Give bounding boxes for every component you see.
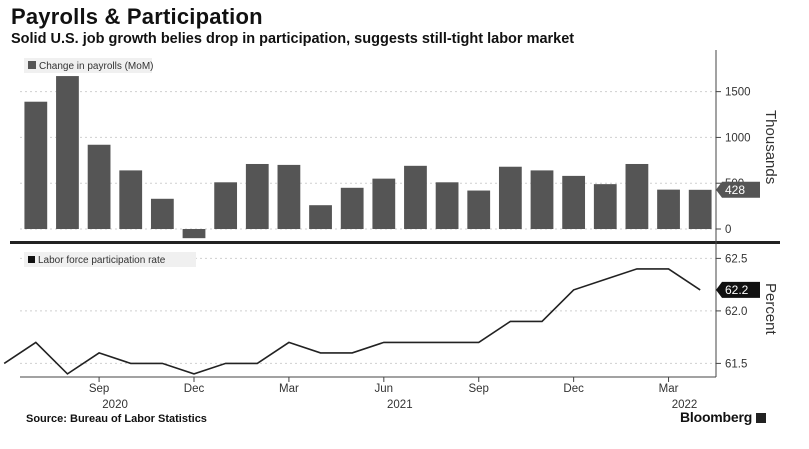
payroll-bar <box>372 178 396 230</box>
x-tick-year: 2020 <box>102 399 128 411</box>
payroll-bar <box>435 182 459 230</box>
bar-last-value-label: 428 <box>725 183 745 197</box>
payroll-bar <box>56 76 79 230</box>
payroll-bar <box>657 189 680 230</box>
line-last-value-label: 62.2 <box>725 283 749 297</box>
bar-legend-label: Change in payrolls (MoM) <box>39 61 154 72</box>
bar-legend-box <box>24 58 152 73</box>
payroll-bar <box>24 101 48 230</box>
payroll-bar <box>688 189 712 230</box>
x-tick-month: Sep <box>468 383 488 395</box>
payroll-bar <box>625 163 649 230</box>
brand-name: Bloomberg <box>680 409 753 425</box>
payroll-bar <box>214 182 238 230</box>
bar-unit-label: Thousands <box>762 110 779 184</box>
payroll-bar <box>119 170 143 230</box>
line-ytick-label: 62.0 <box>725 306 747 318</box>
payroll-bar <box>498 166 522 230</box>
x-tick-month: Sep <box>89 383 109 395</box>
bloomberg-terminal-icon <box>756 413 767 423</box>
bar-last-value-tag <box>716 181 760 198</box>
payroll-bar <box>309 205 332 230</box>
x-tick-month: Jun <box>375 383 394 395</box>
line-ytick-label: 61.5 <box>725 358 747 370</box>
bar-ytick-label: 0 <box>725 224 731 236</box>
brand-logo: Bloomberg <box>680 409 767 425</box>
chart-subtitle: Solid U.S. job growth belies drop in par… <box>11 31 575 47</box>
bar-ytick-label: 1000 <box>725 132 751 144</box>
line-unit-label: Percent <box>762 283 779 336</box>
source-note: Source: Bureau of Labor Statistics <box>26 413 207 425</box>
payroll-bar <box>277 164 301 230</box>
bar-ytick-label: 1500 <box>725 87 751 99</box>
x-tick-year: 2021 <box>387 399 413 411</box>
chart-title: Payrolls & Participation <box>11 4 263 29</box>
x-tick-month: Dec <box>563 383 584 395</box>
payroll-bar <box>530 170 554 230</box>
payroll-bar <box>404 165 427 230</box>
payroll-bar <box>467 190 491 230</box>
payroll-bar <box>245 163 269 230</box>
x-tick-month: Mar <box>279 383 299 395</box>
panel-separator <box>10 241 780 244</box>
x-tick-year: 2022 <box>672 399 698 411</box>
line-ytick-label: 62.5 <box>725 253 747 265</box>
payroll-bar <box>593 184 617 230</box>
payroll-bar <box>562 175 586 230</box>
participation-line <box>3 268 701 375</box>
payroll-bar <box>340 187 364 230</box>
line-legend-swatch <box>28 256 35 263</box>
line-legend-box <box>24 252 196 267</box>
x-tick-month: Mar <box>659 383 679 395</box>
payroll-bar <box>182 229 206 239</box>
line-legend-label: Labor force participation rate <box>38 255 166 266</box>
x-tick-month: Dec <box>184 383 205 395</box>
line-last-value-tag <box>716 281 760 298</box>
payroll-bar <box>87 144 111 230</box>
bar-legend-swatch <box>28 61 36 69</box>
payroll-bar <box>150 198 174 230</box>
